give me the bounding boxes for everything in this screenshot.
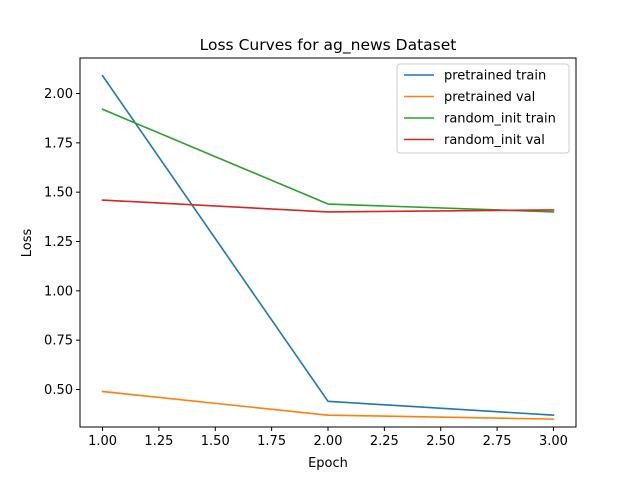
legend-label-1: pretrained val [444,90,535,105]
x-axis-label: Epoch [308,456,348,471]
series-line-0 [101,74,555,417]
y-tick-label: 0.75 [44,334,73,349]
x-tick-label: 1.50 [201,434,230,449]
legend: pretrained train pretrained val random_ini… [396,63,570,154]
series-line-3 [101,199,555,213]
x-axis-ticks: 1.00 1.25 1.50 1.75 2.00 2.25 2.50 2.75 3.00 [88,427,568,449]
y-tick-label: 2.00 [44,87,73,102]
x-tick-label: 1.75 [257,434,286,449]
legend-label-2: random_init train [444,112,556,127]
x-tick-label: 2.75 [483,434,512,449]
x-tick-label: 3.00 [539,434,568,449]
y-tick-label: 0.50 [44,383,73,398]
x-tick-label: 1.00 [88,434,117,449]
x-tick-label: 2.50 [426,434,455,449]
legend-box [396,63,570,154]
chart-title: Loss Curves for ag_news Dataset [200,36,457,55]
x-tick-label: 2.00 [314,434,343,449]
x-tick-label: 2.25 [370,434,399,449]
y-tick-label: 1.00 [44,284,73,299]
series-line-1 [101,390,555,420]
series-layer [101,74,555,420]
y-axis-ticks: 0.50 0.75 1.00 1.25 1.50 1.75 2.00 [44,87,80,398]
series-line-2 [101,108,555,213]
legend-items: pretrained train pretrained val random_ini… [404,69,556,148]
y-tick-label: 1.25 [44,235,73,250]
y-axis-label: Loss [20,229,35,258]
x-tick-label: 1.25 [144,434,173,449]
legend-label-3: random_init val [444,133,545,148]
y-tick-label: 1.50 [44,186,73,201]
y-tick-label: 1.75 [44,136,73,151]
legend-label-0: pretrained train [444,69,546,84]
